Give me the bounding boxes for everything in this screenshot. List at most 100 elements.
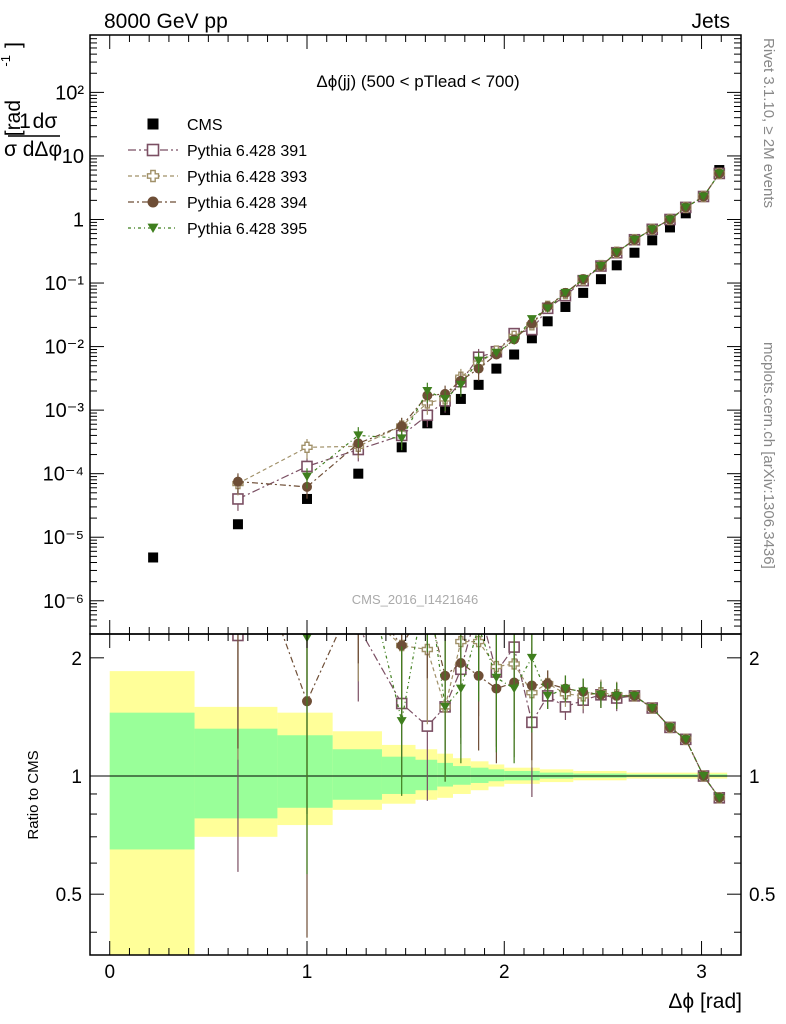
rivet-label: Rivet 3.1.10, ≥ 2M events	[760, 38, 777, 208]
band-inner-5	[415, 759, 438, 791]
legend-label: Pythia 6.428 394	[187, 195, 307, 212]
y-tick-label: 10	[62, 146, 84, 168]
point-4-7	[455, 380, 466, 390]
point-2-2	[301, 441, 313, 454]
point-0-16	[611, 260, 622, 271]
chart-title: Δϕ(jj) (500 < pTlead < 700)	[316, 72, 519, 91]
svg-text:1: 1	[19, 110, 31, 133]
legend-label: CMS	[187, 117, 223, 134]
series-line-1	[237, 173, 720, 500]
band-inner-3	[332, 749, 382, 800]
y-tick-label: 1	[73, 209, 84, 231]
ratio-frame	[89, 633, 742, 956]
ratio-tick-label-left: 1	[71, 767, 82, 788]
series-4	[302, 169, 725, 489]
point-0-11	[526, 333, 537, 344]
band-inner-9	[488, 769, 505, 782]
point-3-1	[232, 476, 243, 487]
series-2	[232, 167, 725, 496]
ratio-line-0	[237, 634, 720, 799]
ratio-point-3-22	[714, 793, 725, 803]
ratio-point-3-13	[560, 684, 571, 694]
point-4-22	[714, 169, 725, 178]
point-4-16	[611, 248, 622, 257]
point-0-20	[680, 208, 691, 219]
point-0-9	[491, 363, 502, 374]
point-4-20	[680, 203, 691, 212]
ratio-series-3	[302, 634, 725, 875]
mcplots-label: mcplots.cern.ch [arXiv:1306.3436]	[760, 342, 777, 569]
ratio-series	[232, 634, 726, 938]
point-0-3	[353, 468, 364, 479]
ratio-point-3-14	[578, 687, 589, 697]
point-4-17	[629, 235, 640, 245]
point-0-14	[578, 287, 589, 298]
legend-entry-1: Pythia 6.428 391	[128, 143, 307, 160]
point-0-10	[509, 349, 520, 360]
legend-label: Pythia 6.428 395	[187, 221, 307, 238]
x-tick-label: 3	[696, 962, 707, 983]
legend-entry-4: Pythia 6.428 395	[128, 221, 307, 238]
y-tick-label: 10⁻⁵	[43, 527, 84, 549]
legend-marker	[147, 223, 159, 233]
main-series	[148, 165, 726, 563]
ratio-point-3-4	[396, 717, 407, 726]
point-1-1	[232, 493, 244, 505]
legend-entry-2: Pythia 6.428 393	[128, 169, 307, 186]
point-0-17	[629, 247, 640, 258]
point-4-11	[526, 315, 537, 324]
legend-marker	[147, 118, 159, 130]
ratio-point-3-6	[440, 702, 451, 712]
ratio-point-3-18	[647, 704, 658, 713]
point-4-14	[578, 275, 589, 284]
ratio-point-3-21	[698, 772, 709, 781]
legend-marker	[146, 169, 160, 183]
x-tick-label: 2	[499, 962, 510, 983]
svg-text:σ dΔφ: σ dΔφ	[4, 138, 62, 161]
point-0-1	[232, 519, 243, 530]
point-0-15	[595, 274, 606, 285]
point-4-13	[560, 288, 571, 298]
ratio-point-3-10	[509, 684, 520, 694]
x-axis-label: Δϕ [rad]	[668, 990, 742, 1013]
axes: 0 1 2 3 10⁻⁶ 10⁻⁵ 10⁻⁴ 10⁻³ 10⁻² 10⁻¹ 1 10 10² 0.5 0.5…	[43, 34, 775, 983]
y-tick-label: 10²	[55, 82, 84, 104]
series-1	[232, 167, 726, 511]
point-0-2	[302, 493, 312, 504]
main-plot-area	[148, 165, 726, 563]
ratio-point-3-11	[526, 653, 537, 663]
ratio-line-3	[306, 634, 720, 799]
point-0-8	[473, 379, 484, 390]
point-4-4	[396, 434, 407, 443]
svg-text:[rad: [rad	[2, 100, 25, 136]
ratio-point-3-20	[680, 735, 691, 744]
ratio-tick-label-right: 0.5	[749, 885, 775, 906]
svg-text:-1: -1	[0, 55, 13, 67]
series-line-3	[237, 173, 720, 488]
band-inner-1	[194, 728, 278, 819]
ratio-point-3-17	[629, 691, 640, 701]
ratio-point-3-19	[664, 723, 675, 732]
series-line-4	[306, 173, 720, 478]
ratio-tick-label-right: 1	[749, 767, 760, 788]
point-0-13	[560, 301, 571, 312]
header-left: 8000 GeV pp	[104, 10, 228, 33]
ratio-point-3-9	[491, 673, 502, 683]
svg-text:dσ: dσ	[33, 110, 58, 133]
band-inner-7	[452, 766, 471, 785]
series-line-2	[237, 173, 720, 485]
uncertainty-bands	[90, 671, 741, 955]
point-4-18	[647, 225, 658, 234]
point-4-12	[542, 304, 553, 313]
point-4-15	[595, 262, 606, 271]
legend: CMS Pythia 6.428 391 Pythia 6.428 393 Pythi…	[128, 117, 307, 238]
ratio-point-2-4	[396, 640, 407, 651]
x-tick-label: 0	[104, 962, 115, 983]
svg-text:]: ]	[2, 42, 25, 48]
legend-marker	[147, 196, 159, 208]
band-inner-8	[470, 767, 489, 783]
x-tick-label: 1	[302, 962, 313, 983]
ratio-point-3-12	[542, 691, 553, 701]
point-0-7	[455, 393, 466, 404]
